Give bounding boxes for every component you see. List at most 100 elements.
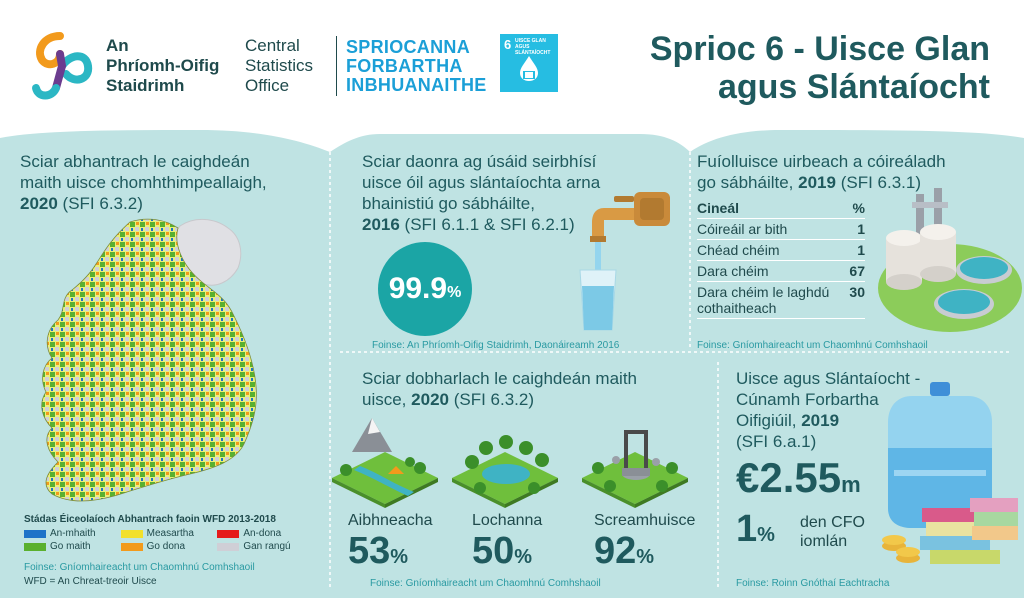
heading-ref: (SFI 6.3.2) [57,194,143,213]
text-line: den CFO [800,514,865,531]
river-legend: An-mhaith Measartha An-dona Go maith Go … [24,528,314,552]
table-row: Cóireáil ar bith 1 [697,218,865,240]
heading-line: Fuíolluisce uirbeach a cóireáladh [697,152,946,171]
source-text: Foinse: An Phríomh-Oifig Staidrimh, Daon… [372,340,620,351]
legend-item: An-dona [217,528,314,539]
groundwater-tile-icon [582,430,688,508]
heading-line: Sciar daonra ag úsáid seirbhísí [362,152,597,171]
ireland-river-map [41,218,257,502]
sdg-line: SPRIOCANNA [346,37,471,57]
legend-swatch [217,542,240,551]
heading-line: uisce óil agus slántaíochta arna [362,173,601,192]
legend-label: An-mhaith [50,528,96,539]
logo-line: Staidrimh [106,76,185,95]
header: An Phríomh-Oifig Staidrimh Central Stati… [0,0,1024,135]
table-cell: 1 [849,239,865,261]
heading-line: uisce, [362,390,407,409]
table-header-row: Cineál % [697,198,865,219]
logo-line: Phríomh-Oifig [106,56,220,75]
goal-number: 6 [504,37,512,52]
legend-label: Gan rangú [243,541,291,552]
waterbody-value: 92% [594,530,654,573]
table-cell: 30 [849,281,865,319]
heading-line: go sábháilte, [697,173,794,192]
table-row: Chéad chéim 1 [697,239,865,261]
page-title: agus Slántaíocht [717,68,990,106]
tap-glass-icon [579,192,670,331]
river-heading: Sciar abhantrach le caighdeán maith uisc… [20,151,320,214]
sdg-goal-6-icon: 6 UISCE GLAN AGUS SLÁNTAÍOCHT [500,34,558,92]
table-row: Dara chéim le laghdú cothaitheach 30 [697,281,865,319]
value-number: 50 [472,530,515,572]
heading-year: 2019 [798,173,836,192]
table-header-cell: % [849,198,865,219]
table-row: Dara chéim 67 [697,260,865,282]
value-unit: % [514,546,533,568]
table-cell: Dara chéim [697,260,850,282]
table-header-cell: Cineál [697,198,850,219]
cso-line: Central [245,36,300,55]
heading-line: Sciar abhantrach le caighdeán [20,152,250,171]
legend-swatch [217,529,240,538]
heading-year: 2020 [20,194,58,213]
legend-item: An-mhaith [24,528,121,539]
waterbody-label: Screamhuisce [594,512,696,529]
table-cell: 67 [849,260,865,282]
heading-line: maith uisce chomhthimpeallaigh, [20,173,267,192]
heading-year: 2019 [801,411,840,430]
heading-year: 2020 [411,390,449,409]
legend-title: Stádas Éiceolaíoch Abhantrach faoin WFD … [24,514,276,525]
cso-line: Statistics [245,56,314,75]
population-unit: % [447,284,462,301]
source-text: Foinse: Gníomhaireacht um Chaomhnú Comhs… [24,562,255,573]
value-unit: % [757,524,775,546]
value-number: €2.55 [736,454,842,501]
logo-line: An [106,36,129,55]
legend-label: An-dona [243,528,282,539]
value-number: 53 [348,530,391,572]
value-unit: % [390,546,409,568]
waterbody-label: Lochanna [472,512,543,529]
legend-swatch [24,529,46,538]
page-title: Sprioc 6 - Uisce Glan [649,30,990,68]
aid-pct-text: den CFO iomlán [800,513,865,551]
heading-ref: (SFI 6.3.1) [835,173,921,192]
water-jug-money-icon [882,382,1018,564]
value-number: 1 [736,508,758,550]
heading-ref: (SFI 6.3.2) [448,390,535,409]
sdg-line: INBHUANAITHE [346,75,487,95]
wastewater-heading: Fuíolluisce uirbeach a cóireáladh go sáb… [697,151,1017,193]
population-heading: Sciar daonra ag úsáid seirbhísí uisce ói… [362,151,682,235]
goal-line: UISCE GLAN AGUS [515,38,546,50]
legend-swatch [120,529,143,538]
heading-year: 2016 [362,215,400,234]
wastewater-table: Cineál % Cóireáil ar bith 1 Chéad chéim … [697,198,865,319]
river-tile-icon [332,418,438,508]
aid-heading: Uisce agus Slántaíocht - Cúnamh Forbarth… [736,368,936,452]
waterbody-value: 50% [472,530,532,573]
source-text: Foinse: Roinn Gnóthaí Eachtracha [736,578,890,589]
waterbody-value: 53% [348,530,408,573]
heading-line: bhainistiú go sábháilte, [362,194,535,213]
legend-item: Go dona [120,541,218,552]
waterbody-heading: Sciar dobharlach le caighdeán maith uisc… [362,368,702,410]
aid-pct: 1% [736,508,775,551]
legend-item: Gan rangú [217,541,314,552]
table-cell: Cóireáil ar bith [697,218,850,240]
sdg-line: FORBARTHA [346,56,463,76]
goal-line: SLÁNTAÍOCHT [515,50,551,56]
value-unit: % [636,546,655,568]
value-number: 92 [594,530,637,572]
population-value-circle: 99.9% [378,242,472,336]
legend-swatch [120,542,143,551]
source-text: Foinse: Gníomhaireacht um Chaomhnú Comhs… [697,340,928,351]
population-value: 99.9 [388,272,448,305]
source-text: Foinse: Gníomhaireacht um Chaomhnú Comhs… [370,578,601,589]
legend-label: Measartha [146,528,194,539]
legend-item: Go maith [24,541,121,552]
legend-swatch [24,542,46,551]
legend-label: Go dona [146,541,186,552]
heading-ref: (SFI 6.a.1) [736,432,817,451]
aid-value: €2.55m [736,454,861,502]
waterbody-label: Aibhneacha [348,512,433,529]
